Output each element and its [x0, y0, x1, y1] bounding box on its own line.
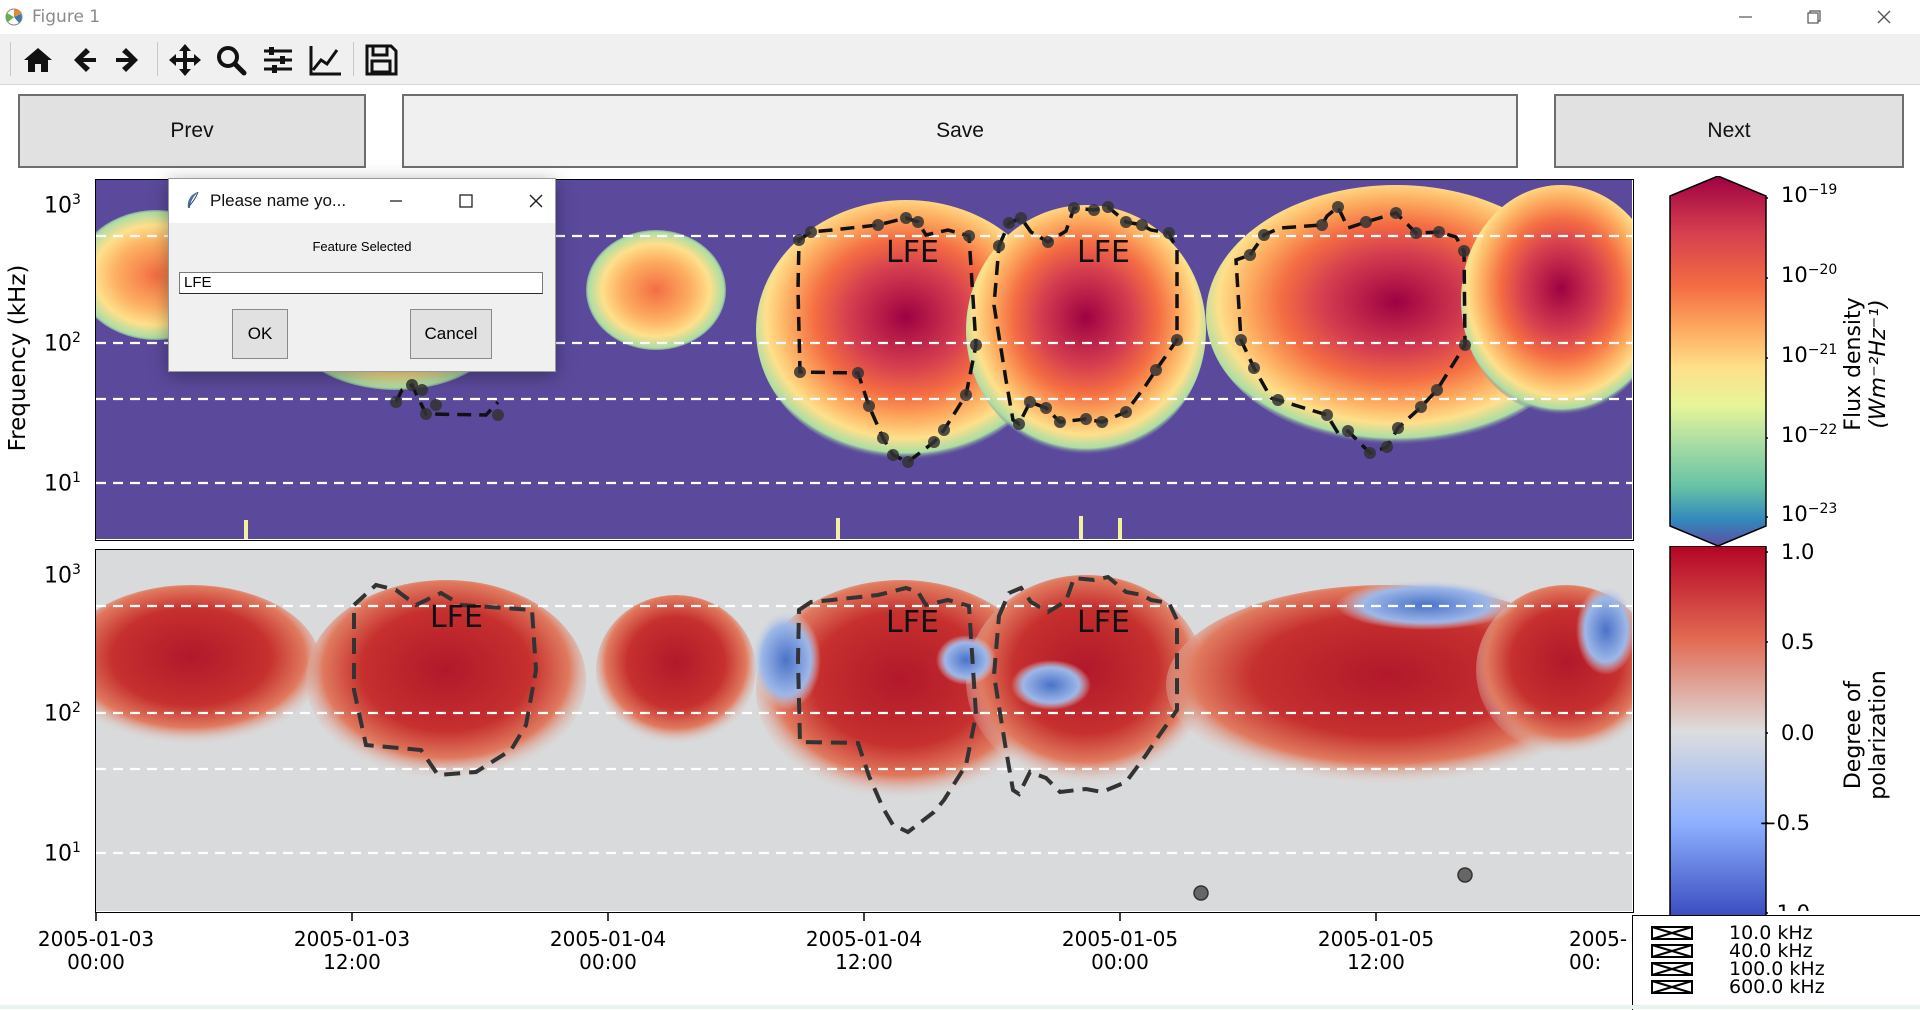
dialog-prompt: Feature Selected	[312, 239, 412, 254]
polarization-colorbar-tick: 0.0	[1781, 721, 1815, 745]
dialog-title: Please name yo...	[210, 191, 347, 210]
low-frequency-noise-ticks	[244, 516, 1122, 539]
feather-icon	[187, 191, 199, 208]
navigation-toolbar	[0, 34, 1920, 85]
toolbar-separator	[10, 42, 11, 76]
zoom-icon[interactable]	[213, 42, 249, 78]
frequency-axis-label: Frequency (kHz)	[5, 264, 31, 452]
save-button[interactable]: Save	[402, 94, 1518, 168]
top-ytick-100: 102	[44, 330, 81, 357]
polarization-spectrogram[interactable]	[96, 550, 1632, 911]
bottom-axes-frame	[95, 549, 1634, 913]
flux-colorbar-tick: 10−19	[1781, 182, 1838, 207]
legend-item: 100.0 kHz	[1633, 958, 1920, 980]
dialog-title-bar[interactable]: Please name yo...	[169, 179, 555, 223]
close-icon[interactable]	[1855, 2, 1913, 32]
pan-icon[interactable]	[167, 42, 203, 78]
xtick-label: 2005-01-04 00:00	[549, 927, 667, 974]
cancel-button[interactable]: Cancel	[410, 309, 492, 359]
bottom-ytick-10: 101	[44, 840, 81, 867]
legend-item: 10.0 kHz	[1633, 922, 1920, 944]
lfe-label: LFE	[1077, 235, 1130, 270]
legend-hatch-swatch	[1651, 980, 1693, 994]
prev-button[interactable]: Prev	[18, 94, 366, 168]
xtick-label: 2005-01-05 00:00	[1061, 927, 1179, 974]
window-title: Figure 1	[32, 7, 101, 27]
polarization-canvas	[96, 574, 1632, 901]
legend-hatch-swatch	[1651, 962, 1693, 976]
edit-axis-icon[interactable]	[307, 42, 343, 78]
bottom-ytick-100: 102	[44, 700, 81, 727]
back-arrow-icon[interactable]	[66, 42, 102, 78]
polarization-colorbar-label: Degree of polarization	[1841, 670, 1891, 800]
configure-subplots-icon[interactable]	[260, 42, 296, 78]
lfe-label: LFE	[886, 605, 939, 640]
xtick-label: 2005-01-04 12:00	[805, 927, 923, 974]
frequency-reference-lines	[96, 604, 1632, 855]
top-axes-frame	[95, 179, 1634, 541]
name-feature-dialog[interactable]: Please name yo... Feature Selected LFE O…	[168, 178, 556, 372]
feature-name-input[interactable]: LFE	[179, 272, 543, 294]
frequency-legend[interactable]: 10.0 kHz 40.0 kHz 100.0 kHz 600.0 kHz	[1632, 915, 1920, 1010]
window-bottom-edge	[0, 1005, 1920, 1009]
matplotlib-app-icon	[5, 8, 23, 26]
flux-colorbar-tick: 10−21	[1781, 342, 1838, 367]
save-icon[interactable]	[363, 42, 399, 78]
flux-colorbar-tick: 10−23	[1781, 501, 1838, 526]
toolbar-separator	[157, 42, 158, 76]
toolbar-separator	[353, 42, 354, 76]
lfe-label: LFE	[886, 235, 939, 270]
polarization-colorbar-tick: 0.5	[1781, 630, 1815, 654]
legend-item: 40.0 kHz	[1633, 940, 1920, 962]
polarization-colorbar-tick: −1.0	[1759, 901, 1810, 911]
xtick-label: 2005- 00:	[1569, 928, 1628, 974]
minimize-icon[interactable]	[1716, 2, 1774, 32]
legend-hatch-swatch	[1651, 926, 1693, 940]
xtick-label: 2005-01-05 12:00	[1317, 927, 1435, 974]
top-ytick-10: 101	[44, 470, 81, 497]
legend-hatch-swatch	[1651, 944, 1693, 958]
polarization-blobs	[96, 575, 1632, 800]
xtick-marks	[95, 912, 1377, 921]
xtick-label: 2005-01-03 00:00	[37, 927, 155, 974]
home-icon[interactable]	[20, 42, 56, 78]
flux-colorbar-label: Flux density (Wm⁻²Hz⁻¹)	[1841, 297, 1891, 431]
lfe-label: LFE	[1077, 605, 1130, 640]
window-title-bar: Figure 1	[0, 0, 1920, 34]
bottom-ytick-1000: 103	[44, 562, 81, 589]
polarization-colorbar-tick: −0.5	[1759, 811, 1810, 835]
lfe-polygon-outlines	[352, 574, 1179, 835]
lfe-label: LFE	[430, 600, 483, 635]
legend-item: 600.0 kHz	[1633, 976, 1920, 998]
flux-colorbar	[1669, 176, 1768, 546]
flux-colorbar-tick: 10−22	[1781, 422, 1838, 447]
maximize-icon[interactable]	[451, 187, 481, 215]
restore-icon[interactable]	[1784, 2, 1842, 32]
ok-button[interactable]: OK	[232, 309, 288, 359]
lfe-polygon-vertices	[390, 201, 1471, 468]
next-button[interactable]: Next	[1554, 94, 1904, 168]
minimize-icon[interactable]	[381, 187, 411, 215]
scatter-markers	[1193, 867, 1473, 901]
polarization-colorbar-tick: 1.0	[1781, 540, 1815, 564]
flux-colorbar-tick: 10−20	[1781, 262, 1838, 287]
top-ytick-1000: 103	[44, 192, 81, 219]
forward-arrow-icon[interactable]	[110, 42, 146, 78]
polarization-colorbar	[1669, 546, 1768, 916]
close-icon[interactable]	[521, 187, 551, 215]
xtick-label: 2005-01-03 12:00	[293, 927, 411, 974]
